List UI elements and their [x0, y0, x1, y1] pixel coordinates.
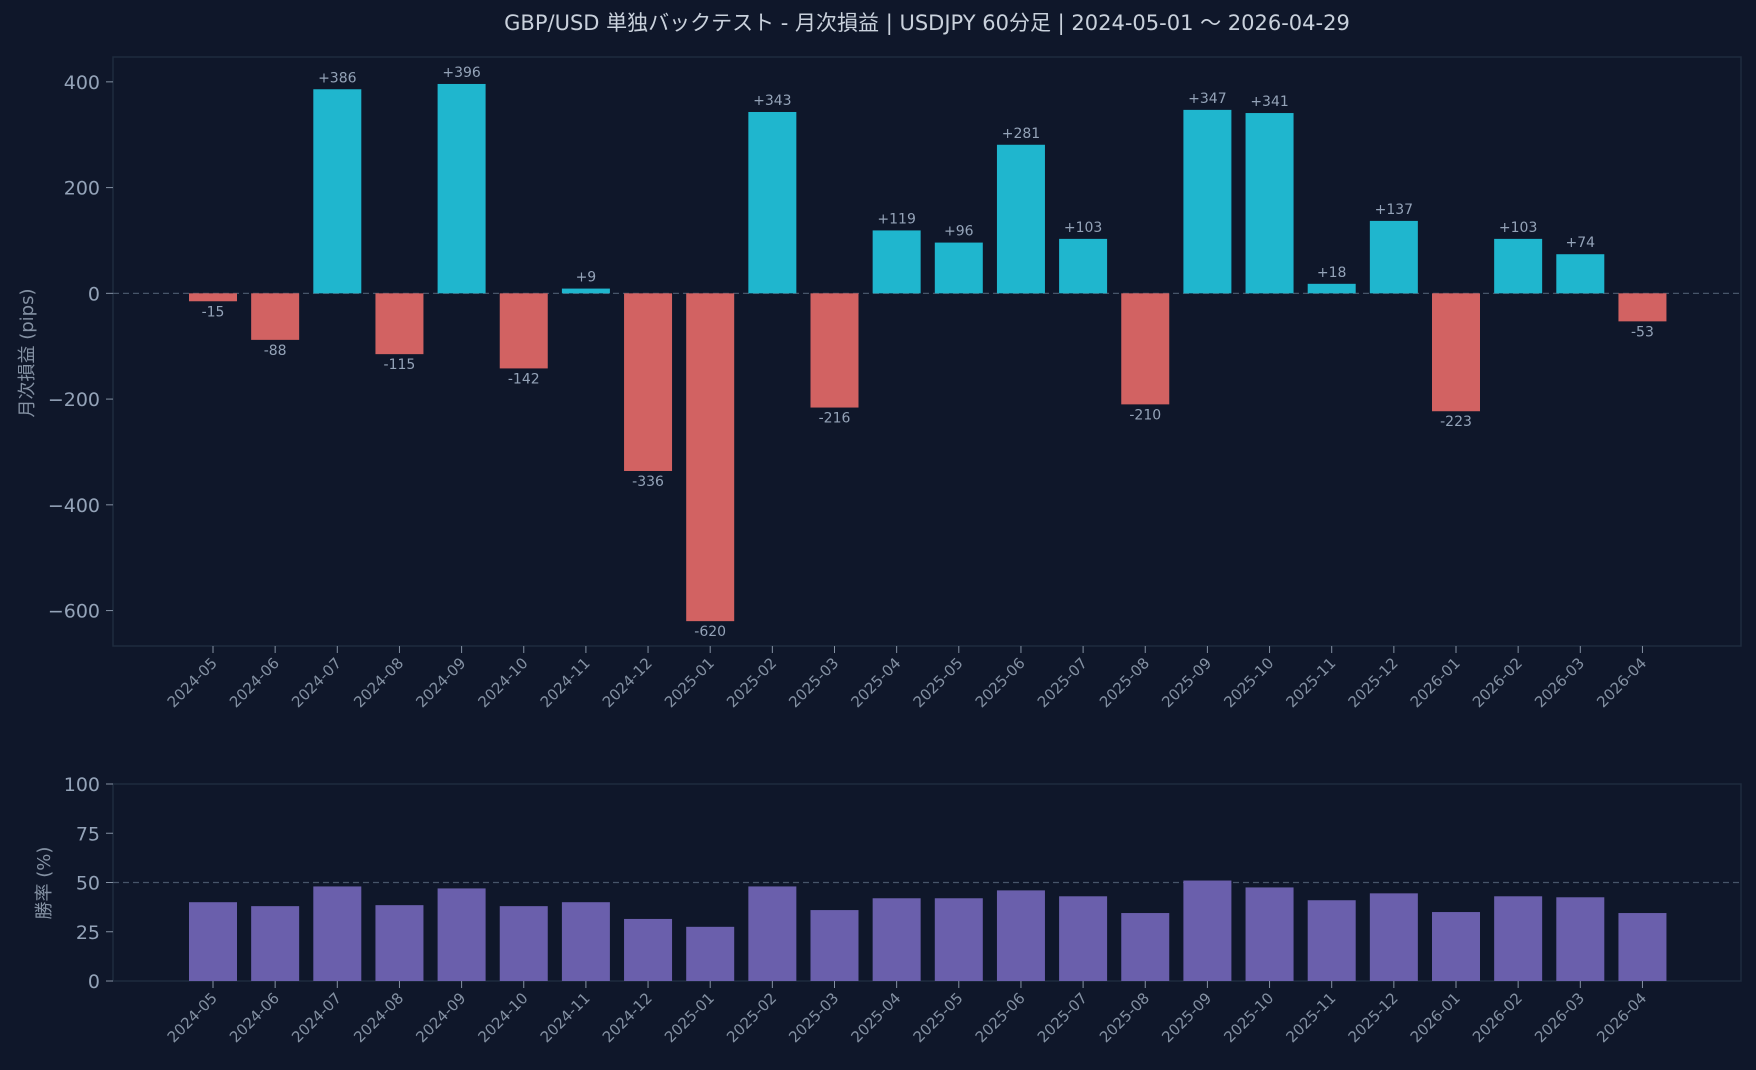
winrate-bar — [810, 910, 859, 981]
chart-title: GBP/USD 単独バックテスト - 月次損益 | USDJPY 60分足 | … — [504, 11, 1350, 36]
pnl-data-label: +343 — [753, 93, 791, 109]
pnl-bar — [748, 111, 797, 294]
winrate-bars — [189, 880, 1667, 981]
pnl-data-label: +386 — [318, 70, 357, 86]
pnl-bar — [1245, 113, 1294, 294]
pnl-data-label: -15 — [202, 304, 225, 320]
pnl-bar — [1121, 293, 1170, 405]
pnl-y-tick-label: −200 — [48, 389, 100, 411]
pnl-data-label: -216 — [819, 411, 851, 427]
winrate-bar — [996, 890, 1045, 981]
pnl-data-label: +137 — [1375, 202, 1413, 218]
pnl-y-tick-label: −400 — [48, 495, 100, 517]
pnl-data-label: +341 — [1250, 94, 1288, 110]
pnl-data-label: -115 — [384, 357, 416, 373]
winrate-bar — [624, 918, 673, 981]
winrate-bar — [499, 906, 548, 981]
winrate-bar — [251, 906, 300, 981]
pnl-bar — [810, 293, 859, 408]
pnl-bar — [934, 242, 983, 294]
winrate-bar — [313, 886, 362, 981]
pnl-bar — [251, 293, 300, 340]
pnl-data-label: +103 — [1499, 220, 1537, 236]
winrate-bar — [1121, 913, 1170, 981]
pnl-bar — [313, 89, 362, 294]
pnl-panel: -15 -88 +386 -115 +396 -142 +9 -336 -620 +343 -216… — [17, 56, 1742, 711]
pnl-data-label: -53 — [1631, 324, 1654, 340]
winrate-bar — [375, 905, 424, 981]
winrate-y-tick-label: 50 — [76, 873, 100, 895]
winrate-y-tick-label: 25 — [76, 922, 100, 944]
winrate-y-axis-label: 勝率 (%) — [34, 847, 55, 920]
winrate-bar — [189, 902, 237, 981]
pnl-bar — [375, 293, 424, 355]
pnl-data-label: -142 — [508, 371, 540, 387]
pnl-bar — [1556, 254, 1605, 294]
winrate-y-tick-label: 100 — [64, 774, 100, 796]
pnl-data-label: +347 — [1188, 91, 1226, 107]
winrate-bar — [1307, 900, 1356, 981]
winrate-y-tick-label: 0 — [88, 971, 100, 993]
winrate-bar — [1245, 887, 1294, 981]
pnl-bar — [1183, 109, 1232, 294]
pnl-bar — [1494, 238, 1543, 294]
winrate-bar — [437, 888, 486, 981]
pnl-bar — [872, 230, 921, 294]
pnl-data-label: +96 — [944, 224, 974, 240]
pnl-bar — [1059, 238, 1108, 294]
pnl-bar — [996, 144, 1045, 294]
winrate-bar — [934, 898, 983, 981]
pnl-bar — [686, 293, 735, 622]
pnl-y-tick-label: −600 — [48, 601, 100, 623]
winrate-bar — [561, 902, 610, 981]
winrate-bar — [748, 886, 797, 981]
winrate-bar — [872, 898, 921, 981]
winrate-bar — [1556, 897, 1605, 981]
winrate-bar — [686, 926, 735, 981]
pnl-bar — [189, 293, 237, 302]
pnl-bars — [189, 83, 1667, 622]
winrate-bar — [1183, 880, 1232, 981]
pnl-bar — [499, 293, 548, 369]
pnl-bar — [561, 288, 610, 294]
pnl-bar — [437, 83, 486, 294]
pnl-y-tick-label: 400 — [64, 72, 100, 94]
pnl-data-label: +74 — [1566, 235, 1596, 251]
pnl-bar — [1618, 293, 1667, 322]
pnl-bar — [624, 293, 673, 471]
pnl-data-label: +396 — [442, 65, 481, 81]
winrate-bar — [1369, 893, 1418, 981]
pnl-data-label: +18 — [1317, 265, 1347, 281]
pnl-bar — [1307, 283, 1356, 294]
pnl-data-label: +281 — [1002, 126, 1040, 142]
pnl-data-label: -336 — [632, 474, 664, 490]
pnl-data-labels: -15 -88 +386 -115 +396 -142 +9 -336 -620 +343 -216… — [202, 65, 1654, 640]
pnl-bar — [1369, 220, 1418, 294]
pnl-bar — [1432, 293, 1480, 412]
winrate-bar — [1618, 913, 1667, 981]
pnl-data-label: -88 — [264, 343, 287, 359]
winrate-y-tick-label: 75 — [76, 823, 100, 845]
pnl-data-label: -210 — [1129, 407, 1161, 423]
winrate-bar — [1059, 896, 1108, 981]
pnl-data-label: -223 — [1440, 414, 1472, 430]
pnl-data-label: +9 — [576, 270, 597, 286]
winrate-bar — [1432, 912, 1480, 981]
pnl-data-label: +103 — [1064, 220, 1102, 236]
pnl-y-tick-label: 200 — [64, 178, 100, 200]
winrate-y-axis: 100 75 50 25 0 — [64, 774, 113, 993]
pnl-y-tick-label: 0 — [88, 283, 100, 305]
pnl-y-axis-label: 月次損益 (pips) — [17, 289, 38, 418]
pnl-data-label: +119 — [877, 211, 915, 227]
pnl-data-label: -620 — [694, 624, 726, 640]
pnl-y-axis: 400 200 0 −200 −400 −600 — [48, 72, 113, 623]
winrate-bar — [1494, 896, 1543, 981]
